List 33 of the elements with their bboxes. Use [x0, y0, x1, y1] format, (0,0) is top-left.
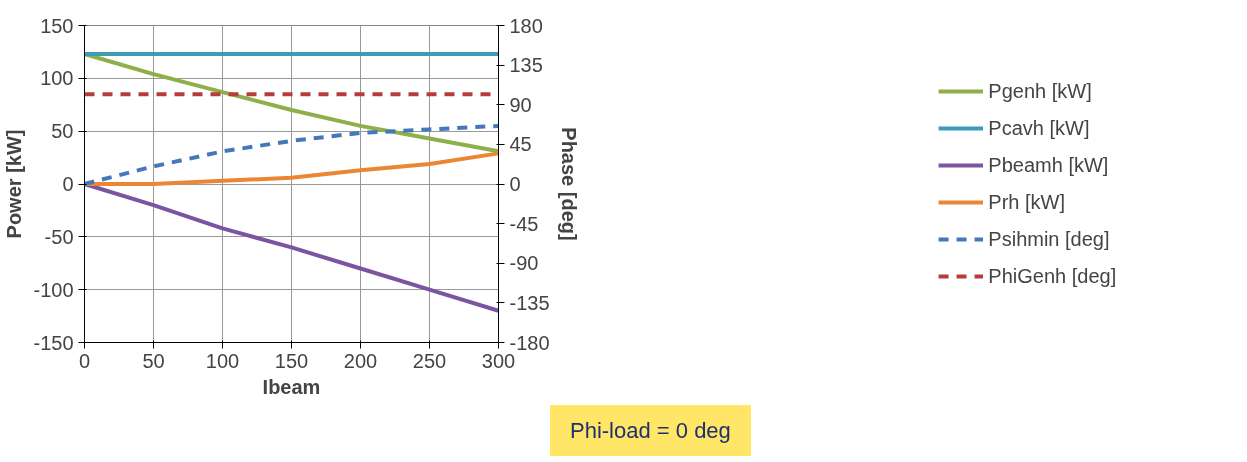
legend-label: Pgenh [kW]	[988, 79, 1092, 103]
line-series	[84, 123, 499, 186]
legend-label: Pcavh [kW]	[988, 116, 1090, 140]
y2-axis-title: Phase [deg]	[557, 127, 580, 241]
y2-tick-label: 180	[509, 14, 543, 37]
legend-label: Psihmin [deg]	[988, 227, 1110, 251]
x-tick-label: 250	[412, 349, 447, 372]
y2-tick-label: -90	[509, 252, 539, 275]
y2-tick-label: 45	[509, 133, 532, 156]
y-tick-label: 0	[62, 173, 74, 195]
x-tick-label: 0	[78, 349, 91, 372]
y-tick-label: 100	[40, 67, 74, 90]
x-axis-title: Ibeam	[262, 375, 321, 398]
y-axis-title: Power [kW]	[3, 129, 26, 239]
x-tick-label: 150	[274, 349, 309, 372]
x-tick-label: 100	[205, 349, 240, 372]
y2-tick-label: -45	[509, 212, 539, 235]
y-tick-label: -50	[44, 225, 74, 248]
legend-label: PhiGenh [deg]	[988, 264, 1117, 288]
y-tick-label: -150	[33, 331, 74, 354]
y2-tick-label: 135	[509, 54, 543, 77]
x-tick-label: 50	[142, 349, 165, 372]
y-tick-label: -100	[33, 278, 74, 301]
legend-label: Prh [kW]	[988, 190, 1066, 214]
y2-tick-label: -135	[509, 291, 550, 314]
y-tick-label: 150	[40, 14, 74, 37]
x-tick-label: 200	[343, 349, 378, 372]
y2-tick-label: 0	[509, 173, 521, 195]
legend-label: Pbeamh [kW]	[988, 153, 1109, 177]
line-series	[84, 151, 499, 186]
y2-tick-label: 90	[509, 93, 532, 116]
y-tick-label: 50	[51, 120, 74, 143]
text: Phi-load = 0 deg	[570, 417, 731, 445]
